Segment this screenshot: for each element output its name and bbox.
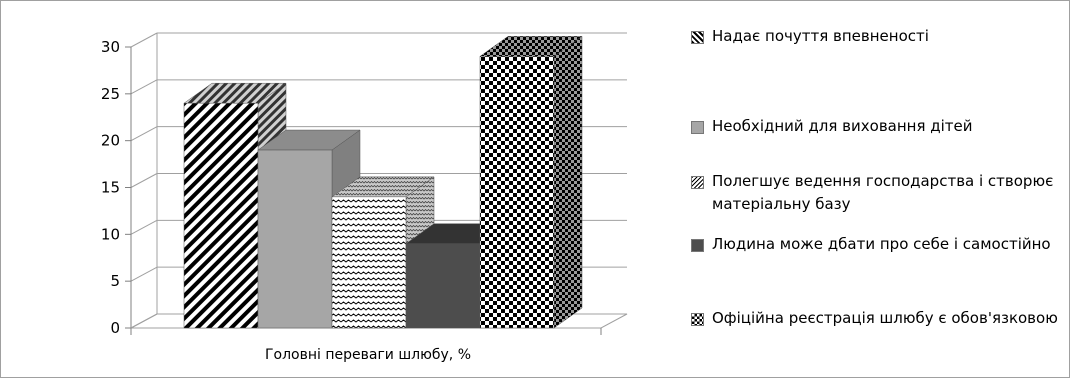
legend-swatch [691,176,704,189]
gridline-depth [130,79,158,95]
y-tick-label: 15 [101,179,120,197]
gridline-depth [130,173,158,188]
legend-label: Необхідний для виховання дітей [712,117,973,135]
legend-label: Полегшує ведення господарства і створює … [712,172,1054,213]
bar-front [405,243,481,329]
gridline-depth [130,126,158,142]
legend-label: Людина може дбати про себе і самостійно [712,235,1051,253]
bar-front [257,149,333,329]
x-axis-label: Головні переваги шлюбу, % [265,347,471,363]
legend-item: Необхідний для виховання дітей [691,115,973,138]
gridline-depth [130,32,158,48]
legend-label: Офіційна реєстрація шлюбу є обов'язковою [712,309,1058,327]
y-tick-label: 10 [101,225,120,243]
legend-item: Офіційна реєстрація шлюбу є обов'язковою [691,307,1058,330]
y-tick-label: 25 [101,85,120,103]
legend-swatch [691,313,704,326]
legend-swatch [691,121,704,134]
bar-front [479,56,555,329]
legend-swatch [691,239,704,252]
y-tick-label: 0 [110,319,120,337]
legend-swatch [691,31,704,44]
bar-front [183,102,259,329]
bar-side [553,35,583,329]
y-tick-label: 30 [101,38,120,56]
legend-label: Надає почуття впевненості [712,27,929,45]
bars-layer [183,35,583,329]
gridline-depth [130,266,158,282]
gridline-depth [130,219,158,235]
legend-item: Людина може дбати про себе і самостійно [691,233,1051,256]
y-tick-label: 20 [101,132,120,150]
bar-5 [479,35,583,329]
y-tick-label: 5 [110,272,120,290]
legend-item: Полегшує ведення господарства і створює … [691,170,1061,216]
legend-item: Надає почуття впевненості [691,25,929,48]
bar-front [331,196,407,329]
